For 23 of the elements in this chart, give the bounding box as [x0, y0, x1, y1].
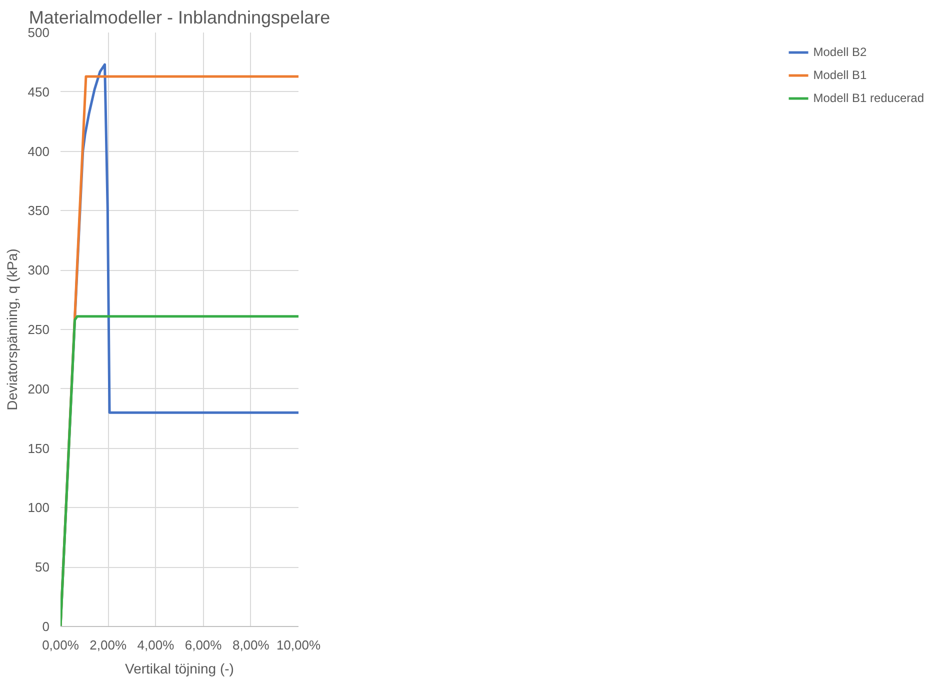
y-tick-label: 450: [28, 84, 50, 100]
x-axis-title: Vertikal töjning (-): [125, 660, 234, 676]
y-tick-label: 200: [28, 381, 50, 396]
y-tick-label: 100: [28, 500, 50, 516]
y-tick-label: 400: [28, 144, 50, 159]
x-tick-label: 10,00%: [276, 638, 321, 652]
x-tick-label: 0,00%: [42, 638, 80, 652]
y-axis-title: Deviatorspänning, q (kPa): [4, 248, 20, 410]
chart-title: Materialmodeller - Inblandningspelare: [28, 8, 330, 28]
y-tick-label: 350: [28, 203, 50, 218]
y-tick-label: 500: [28, 25, 50, 40]
y-tick-label: 50: [35, 560, 50, 575]
y-tick-label: 0: [42, 619, 50, 634]
legend-label: Modell B2: [813, 45, 867, 59]
x-tick-label: 8,00%: [232, 638, 270, 652]
y-tick-label: 300: [28, 262, 50, 278]
legend-label: Modell B1 reducerad: [813, 91, 924, 105]
y-tick-label: 150: [28, 440, 50, 456]
y-tick-label: 250: [28, 322, 50, 337]
x-tick-label: 6,00%: [184, 638, 222, 652]
x-tick-label: 4,00%: [137, 638, 175, 652]
legend-label: Modell B1: [813, 68, 867, 82]
x-tick-label: 2,00%: [90, 638, 127, 652]
